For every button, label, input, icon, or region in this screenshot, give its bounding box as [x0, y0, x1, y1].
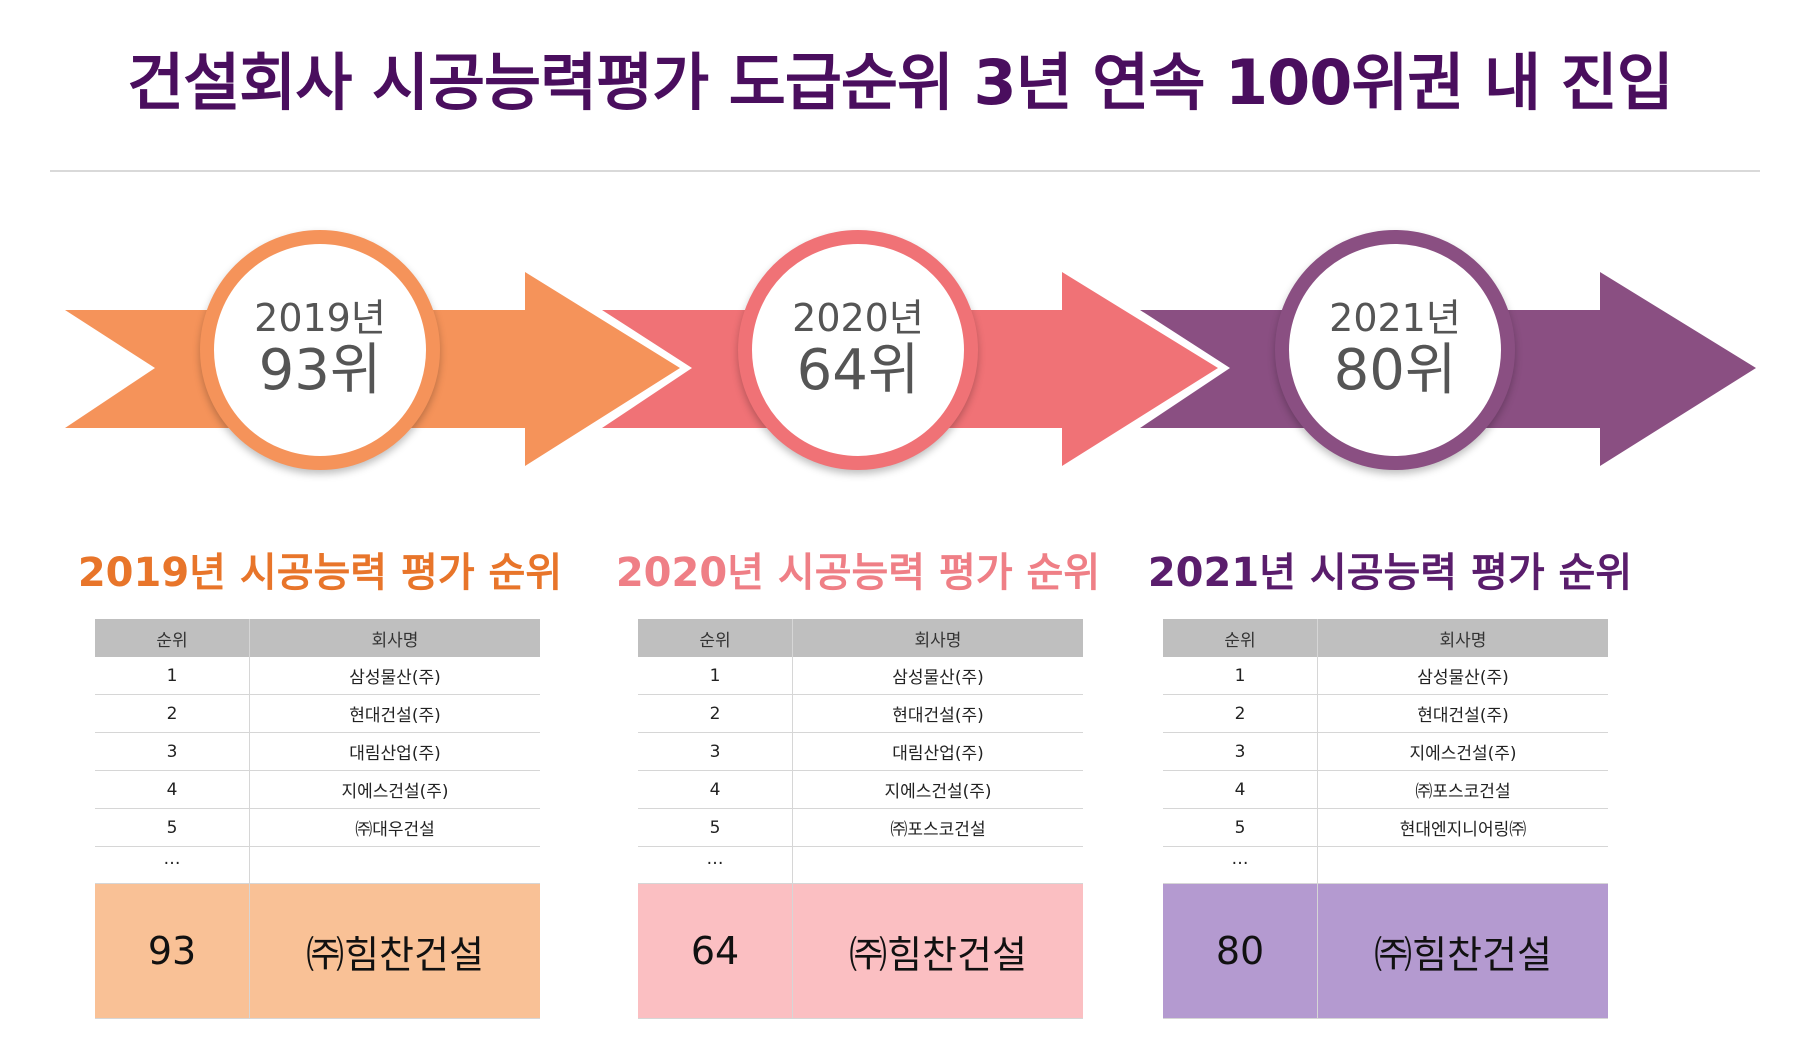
company-cell: 지에스건설(주)	[792, 770, 1083, 809]
page-title: 건설회사 시공능력평가 도급순위 3년 연속 100위권 내 진입	[127, 46, 1674, 119]
table-row: 5 현대엔지니어링㈜	[1163, 808, 1608, 847]
company-cell: 삼성물산(주)	[249, 657, 540, 695]
highlight-rank-cell: 64	[638, 883, 793, 1019]
table-row: 2 현대건설(주)	[95, 694, 540, 733]
stage-year: 2021년	[1329, 296, 1461, 341]
rank-cell: 2	[95, 694, 250, 733]
highlight-company-cell: ㈜힘찬건설	[1317, 883, 1608, 1019]
company-cell: ㈜포스코건설	[792, 808, 1083, 847]
ellipsis-row: …	[1163, 846, 1608, 884]
highlight-company-cell: ㈜힘찬건설	[792, 883, 1083, 1019]
table-row: 5 ㈜포스코건설	[638, 808, 1083, 847]
ranking-table-2020: 순위 회사명 1 삼성물산(주) 2 현대건설(주) 3 대림산업(주) 4 지에스건설…	[638, 619, 1083, 1019]
table-header-row: 순위 회사명	[95, 619, 540, 657]
table-row: 4 ㈜포스코건설	[1163, 770, 1608, 809]
stage-rank: 64위	[796, 338, 920, 404]
rank-cell: 1	[95, 657, 250, 695]
rank-cell: 5	[95, 808, 250, 847]
rank-cell: 1	[638, 657, 793, 695]
company-cell: 현대건설(주)	[792, 694, 1083, 733]
stage-rank: 93위	[258, 338, 382, 404]
stage-rank: 80위	[1333, 338, 1457, 404]
table-row: 4 지에스건설(주)	[638, 770, 1083, 809]
table-row: 3 대림산업(주)	[638, 732, 1083, 771]
section-title-2020: 2020년 시공능력 평가 순위	[615, 550, 1101, 596]
stage-circle-2021: 2021년 80위	[1275, 230, 1515, 470]
highlight-row: 93 ㈜힘찬건설	[95, 883, 540, 1019]
rank-cell: 3	[638, 732, 793, 771]
highlight-rank-cell: 93	[95, 883, 250, 1019]
table-row: 2 현대건설(주)	[1163, 694, 1608, 733]
company-cell: 현대건설(주)	[1317, 694, 1608, 733]
company-cell: 지에스건설(주)	[249, 770, 540, 809]
column-header-rank: 순위	[638, 619, 793, 657]
ellipsis-cell: …	[95, 846, 250, 884]
rank-cell: 2	[638, 694, 793, 733]
section-title-2019: 2019년 시공능력 평가 순위	[77, 550, 563, 596]
highlight-row: 64 ㈜힘찬건설	[638, 883, 1083, 1019]
company-cell: 삼성물산(주)	[792, 657, 1083, 695]
rank-cell: 2	[1163, 694, 1318, 733]
table-row: 3 지에스건설(주)	[1163, 732, 1608, 771]
table-header-row: 순위 회사명	[1163, 619, 1608, 657]
ranking-table-2019: 순위 회사명 1 삼성물산(주) 2 현대건설(주) 3 대림산업(주) 4 지에스건설…	[95, 619, 540, 1019]
table-row: 1 삼성물산(주)	[95, 657, 540, 695]
table-row: 4 지에스건설(주)	[95, 770, 540, 809]
rank-cell: 3	[95, 732, 250, 771]
company-cell: 지에스건설(주)	[1317, 732, 1608, 771]
empty-cell	[249, 846, 540, 884]
rank-cell: 4	[1163, 770, 1318, 809]
ellipsis-row: …	[638, 846, 1083, 884]
table-row: 1 삼성물산(주)	[638, 657, 1083, 695]
rank-cell: 3	[1163, 732, 1318, 771]
ellipsis-cell: …	[638, 846, 793, 884]
column-header-rank: 순위	[95, 619, 250, 657]
empty-cell	[792, 846, 1083, 884]
company-cell: ㈜포스코건설	[1317, 770, 1608, 809]
ellipsis-cell: …	[1163, 846, 1318, 884]
company-cell: 대림산업(주)	[792, 732, 1083, 771]
section-title-2021: 2021년 시공능력 평가 순위	[1147, 550, 1633, 596]
stage-year: 2020년	[792, 296, 924, 341]
column-header-company: 회사명	[249, 619, 540, 657]
company-cell: 현대건설(주)	[249, 694, 540, 733]
stage-circle-2019: 2019년 93위	[200, 230, 440, 470]
column-header-rank: 순위	[1163, 619, 1318, 657]
table-header-row: 순위 회사명	[638, 619, 1083, 657]
company-cell: 대림산업(주)	[249, 732, 540, 771]
company-cell: 현대엔지니어링㈜	[1317, 808, 1608, 847]
rank-cell: 1	[1163, 657, 1318, 695]
highlight-company-cell: ㈜힘찬건설	[249, 883, 540, 1019]
table-row: 2 현대건설(주)	[638, 694, 1083, 733]
company-cell: ㈜대우건설	[249, 808, 540, 847]
stage-circle-2020: 2020년 64위	[738, 230, 978, 470]
title-divider	[50, 170, 1760, 172]
ellipsis-row: …	[95, 846, 540, 884]
timeline: 2019년 93위 2020년 64위 2021년 80위	[0, 230, 1800, 530]
rank-cell: 5	[638, 808, 793, 847]
rank-cell: 5	[1163, 808, 1318, 847]
ranking-table-2021: 순위 회사명 1 삼성물산(주) 2 현대건설(주) 3 지에스건설(주) 4 ㈜포스코…	[1163, 619, 1608, 1019]
table-row: 3 대림산업(주)	[95, 732, 540, 771]
highlight-row: 80 ㈜힘찬건설	[1163, 883, 1608, 1019]
rank-cell: 4	[95, 770, 250, 809]
table-row: 1 삼성물산(주)	[1163, 657, 1608, 695]
empty-cell	[1317, 846, 1608, 884]
table-row: 5 ㈜대우건설	[95, 808, 540, 847]
column-header-company: 회사명	[792, 619, 1083, 657]
stage-year: 2019년	[254, 296, 386, 341]
rank-cell: 4	[638, 770, 793, 809]
column-header-company: 회사명	[1317, 619, 1608, 657]
highlight-rank-cell: 80	[1163, 883, 1318, 1019]
company-cell: 삼성물산(주)	[1317, 657, 1608, 695]
